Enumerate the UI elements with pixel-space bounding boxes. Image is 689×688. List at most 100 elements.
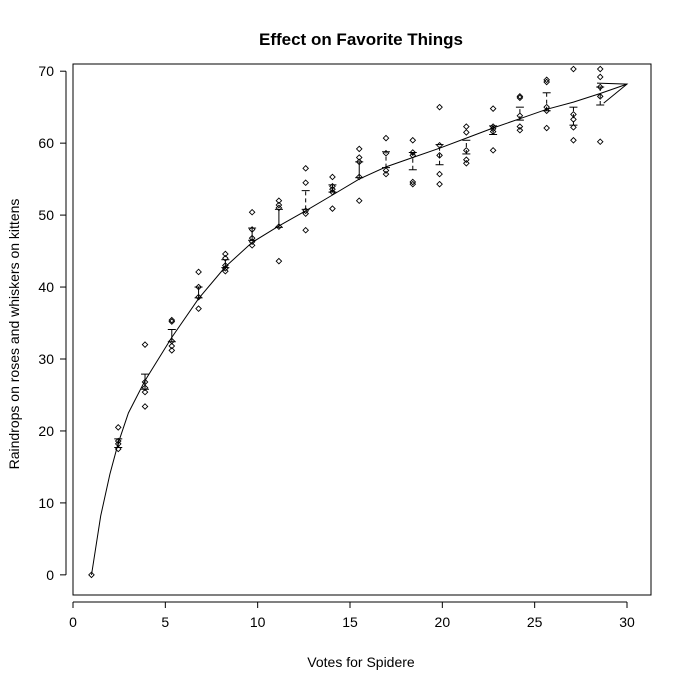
data-point: [543, 124, 551, 132]
y-tick-label: 30: [38, 351, 54, 367]
data-point: [195, 283, 202, 291]
data-point: [355, 173, 363, 181]
data-point: [114, 445, 122, 453]
data-point: [195, 293, 202, 301]
data-point: [436, 141, 443, 149]
data-point: [355, 154, 363, 161]
data-point: [168, 318, 176, 325]
data-point: [516, 112, 524, 120]
y-axis-label: Raindrops on roses and whiskers on kitte…: [6, 199, 22, 470]
data-point: [302, 207, 310, 215]
data-point: [168, 342, 176, 350]
data-point: [382, 149, 390, 157]
data-point: [141, 388, 149, 396]
data-point: [248, 208, 256, 216]
data-point: [596, 73, 604, 81]
data-point: [516, 94, 524, 102]
curve-arrowhead: [596, 82, 629, 104]
data-point: [275, 223, 283, 230]
data-point: [596, 83, 604, 91]
x-tick-label: 0: [69, 614, 77, 630]
y-axis: 0 10 20 30 40 50 60 70: [38, 63, 67, 583]
data-point: [462, 123, 470, 130]
data-point: [409, 136, 417, 144]
x-tick-label: 25: [527, 614, 543, 630]
data-point: [489, 147, 497, 154]
data-point: [195, 305, 202, 312]
data-point: [570, 136, 577, 144]
error-bar: [167, 329, 176, 343]
data-point: [489, 128, 497, 135]
data-point: [329, 188, 336, 196]
data-point: [222, 254, 229, 262]
data-point: [436, 152, 443, 159]
y-tick-label: 10: [38, 495, 54, 511]
data-point: [141, 403, 149, 410]
chart-title: Effect on Favorite Things: [259, 30, 463, 49]
data-point: [248, 234, 256, 242]
x-axis: 0 5 10 15 20 25 30: [69, 601, 635, 630]
data-point: [329, 185, 336, 193]
data-point: [489, 125, 497, 133]
data-point: [275, 204, 283, 212]
data-point: [382, 170, 390, 178]
data-point: [516, 123, 524, 130]
data-point: [141, 341, 149, 348]
data-point: [302, 164, 310, 172]
data-point: [355, 145, 363, 153]
x-tick-label: 5: [161, 614, 169, 630]
error-bar: [382, 151, 391, 169]
data-point: [382, 167, 390, 174]
data-point: [114, 424, 122, 431]
data-point: [462, 129, 470, 136]
data-point: [302, 226, 310, 234]
data-point: [355, 197, 363, 205]
data-point: [168, 316, 176, 324]
data-point: [516, 126, 524, 134]
x-tick-label: 15: [342, 614, 358, 630]
data-point: [88, 571, 95, 579]
fitted-curve: [91, 83, 628, 575]
y-tick-label: 20: [38, 423, 54, 439]
data-point: [543, 107, 551, 115]
x-tick-label: 10: [250, 614, 266, 630]
data-point: [596, 93, 604, 100]
data-point: [275, 197, 283, 205]
error-bar: [301, 190, 310, 210]
data-point: [543, 76, 551, 84]
data-point: [409, 149, 417, 156]
data-point: [516, 93, 524, 100]
data-point: [248, 238, 256, 246]
data-point: [489, 105, 497, 112]
data-point: [141, 384, 149, 392]
data-point: [462, 159, 470, 167]
data-point: [248, 241, 256, 249]
x-tick-label: 30: [619, 614, 635, 630]
data-point: [275, 257, 283, 265]
data-point: [409, 152, 417, 159]
data-point: [302, 179, 310, 187]
data-point: [409, 180, 417, 188]
data-point: [543, 78, 551, 86]
data-point: [462, 147, 470, 154]
data-point: [222, 267, 229, 275]
data-point: [168, 347, 176, 354]
x-axis-label: Votes for Spidere: [307, 654, 415, 670]
data-point: [462, 156, 470, 164]
data-point: [409, 178, 417, 186]
data-point: [222, 250, 229, 258]
data-point: [570, 123, 577, 131]
y-tick-label: 50: [38, 207, 54, 223]
data-point: [596, 65, 604, 73]
data-point: [275, 201, 283, 209]
data-point: [329, 205, 336, 212]
data-point: [570, 116, 577, 123]
error-bar: [194, 286, 203, 299]
data-point: [355, 158, 363, 166]
y-tick-label: 60: [38, 135, 54, 151]
data-point: [570, 65, 577, 73]
data-point: [436, 103, 443, 111]
error-bar: [462, 139, 471, 155]
data-point: [248, 226, 256, 233]
